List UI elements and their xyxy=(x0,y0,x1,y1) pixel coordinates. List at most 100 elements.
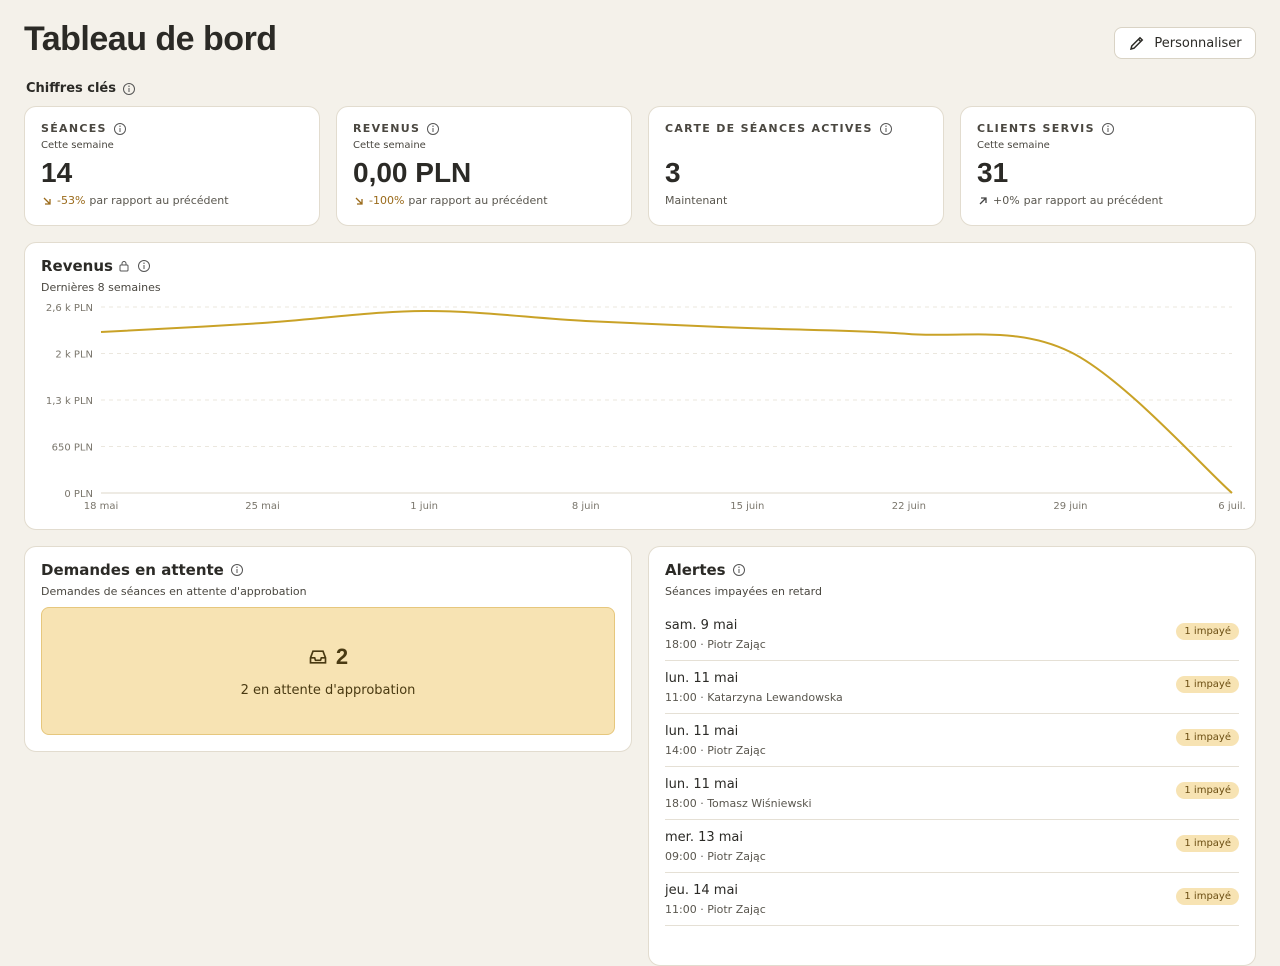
kpi-value: 14 xyxy=(41,157,73,188)
alerts-card: Alertes Séances impayées en retard sam. … xyxy=(648,546,1256,966)
alert-detail: 09:00 · Piotr Zając xyxy=(665,850,766,863)
alert-badge: 1 impayé xyxy=(1176,888,1239,905)
kpi-label-row: SÉANCES xyxy=(41,122,127,136)
alert-detail: 14:00 · Piotr Zając xyxy=(665,744,766,757)
kpi-label-row: REVENUS xyxy=(353,122,440,136)
info-icon[interactable] xyxy=(137,259,151,273)
page: Tableau de bord {"header":{"title":"Tabl… xyxy=(24,20,1256,966)
pencil-icon xyxy=(1130,36,1144,51)
x-tick-label: 1 juin xyxy=(410,501,438,512)
chart-title: Revenus xyxy=(41,257,113,275)
alert-date: mer. 13 mai xyxy=(665,830,743,845)
alert-date: jeu. 14 mai xyxy=(665,883,739,898)
customize-button[interactable]: Personnaliser xyxy=(1114,27,1256,59)
section-title: Chiffres clés xyxy=(26,81,136,96)
kpi-comparison: par rapport au précédent xyxy=(1023,194,1163,207)
kpi-subtitle: Cette semaine xyxy=(977,140,1050,151)
kpi-card: REVENUS Cette semaine 0,00 PLN -100% par rap… xyxy=(336,106,632,226)
kpi-label-row: CARTE DE SÉANCES ACTIVES xyxy=(665,122,893,136)
x-tick-label: 8 juin xyxy=(572,501,600,512)
kpi-change-row: -53% par rapport au précédent xyxy=(41,194,229,207)
kpi-change-row: Maintenant xyxy=(665,194,727,207)
kpi-label: CLIENTS SERVIS xyxy=(977,122,1095,135)
alert-badge: 1 impayé xyxy=(1176,623,1239,640)
alert-row[interactable]: lun. 11 mai 11:00 · Katarzyna Lewandowska… xyxy=(665,661,1239,714)
y-tick-label: 2 k PLN xyxy=(55,350,93,361)
info-icon[interactable] xyxy=(879,122,893,136)
pending-card: Demandes en attente Demandes de séances … xyxy=(24,546,632,752)
kpi-change: -53% xyxy=(57,194,86,207)
alert-row[interactable]: lun. 11 mai 14:00 · Piotr Zając 1 impayé xyxy=(665,714,1239,767)
lock-icon xyxy=(119,261,129,272)
kpi-change-row: -100% par rapport au précédent xyxy=(353,194,548,207)
kpi-change-row: +0% par rapport au précédent xyxy=(977,194,1163,207)
kpi-card: CARTE DE SÉANCES ACTIVES 3 Maintenant xyxy=(648,106,944,226)
alert-detail: 18:00 · Tomasz Wiśniewski xyxy=(665,797,812,810)
revenue-chart: 0 PLN 650 PLN 1,3 k PLN 2 k PLN 2,6 k PLN 18 … xyxy=(46,303,1246,512)
kpi-value: 31 xyxy=(977,157,1009,188)
alert-date: sam. 9 mai xyxy=(665,618,738,633)
pending-count: 2 xyxy=(335,644,349,669)
kpi-change: -100% xyxy=(369,194,405,207)
kpi-card: CLIENTS SERVIS Cette semaine 31 +0% par rapp… xyxy=(960,106,1256,226)
card-title: Alertes xyxy=(665,561,746,579)
alert-badge: 1 impayé xyxy=(1176,782,1239,799)
y-tick-label: 0 PLN xyxy=(64,489,93,500)
info-icon[interactable] xyxy=(732,563,746,577)
trend-arrow xyxy=(43,197,51,205)
info-icon[interactable] xyxy=(113,122,127,136)
y-tick-label: 1,3 k PLN xyxy=(46,396,93,407)
x-tick-label: 15 juin xyxy=(730,501,764,512)
kpi-label: CARTE DE SÉANCES ACTIVES xyxy=(665,122,873,135)
pending-subtitle: Demandes de séances en attente d'approba… xyxy=(41,585,307,598)
alert-row[interactable]: mer. 13 mai 09:00 · Piotr Zając 1 impayé xyxy=(665,820,1239,873)
trend-arrow xyxy=(355,197,363,205)
kpi-subtitle: Cette semaine xyxy=(353,140,426,151)
y-tick-label: 2,6 k PLN xyxy=(46,303,93,314)
x-tick-label: 25 mai xyxy=(245,501,280,512)
kpi-value: 0,00 PLN xyxy=(353,157,472,188)
kpi-subtitle: Cette semaine xyxy=(41,140,114,151)
x-tick-label: 29 juin xyxy=(1053,501,1087,512)
kpi-comparison: par rapport au précédent xyxy=(89,194,229,207)
pending-text: 2 en attente d'approbation xyxy=(240,683,416,698)
revenue-line xyxy=(100,310,1233,494)
pending-box[interactable]: 2 2 en attente d'approbation xyxy=(41,607,615,735)
info-icon[interactable] xyxy=(122,82,136,96)
button-label: Personnaliser xyxy=(1154,35,1242,51)
card-title: Demandes en attente xyxy=(41,561,244,579)
kpi-card: SÉANCES Cette semaine 14 -53% par rapport au… xyxy=(24,106,320,226)
body: Tableau de bord Personnaliser Chiffres c… xyxy=(24,20,1256,966)
kpi-value: 3 xyxy=(665,157,681,188)
x-tick-label: 22 juin xyxy=(892,501,926,512)
page-title: Tableau de bord xyxy=(24,20,277,58)
kpi-comparison: par rapport au précédent xyxy=(408,194,548,207)
kpi-note: Maintenant xyxy=(665,194,728,207)
alert-badge: 1 impayé xyxy=(1176,729,1239,746)
info-icon[interactable] xyxy=(426,122,440,136)
alert-detail: 18:00 · Piotr Zając xyxy=(665,638,766,651)
chart-subtitle: Dernières 8 semaines xyxy=(41,281,161,294)
pending-title: Demandes en attente xyxy=(41,561,224,579)
alert-row[interactable]: lun. 11 mai 18:00 · Tomasz Wiśniewski 1 im… xyxy=(665,767,1239,820)
revenue-card: Revenus Dernières 8 semaines xyxy=(24,242,1256,530)
info-icon[interactable] xyxy=(1101,122,1115,136)
alert-date: lun. 11 mai xyxy=(665,777,739,792)
info-icon[interactable] xyxy=(230,563,244,577)
alerts-title: Alertes xyxy=(665,561,726,579)
kpi-label: SÉANCES xyxy=(41,122,107,135)
alert-badge: 1 impayé xyxy=(1176,676,1239,693)
alert-row[interactable]: sam. 9 mai 18:00 · Piotr Zając 1 impayé xyxy=(665,608,1239,661)
trend-arrow xyxy=(979,196,987,204)
section-label: Chiffres clés xyxy=(26,81,116,96)
inbox-icon xyxy=(309,650,327,664)
x-tick-label: 6 juil. xyxy=(1218,501,1245,512)
kpi-label: REVENUS xyxy=(353,122,421,135)
alert-detail: 11:00 · Piotr Zając xyxy=(665,903,766,916)
alert-date: lun. 11 mai xyxy=(665,724,739,739)
alerts-subtitle: Séances impayées en retard xyxy=(665,585,822,598)
x-tick-label: 18 mai xyxy=(84,501,119,512)
kpi-change: +0% xyxy=(993,194,1020,207)
alert-badge: 1 impayé xyxy=(1176,835,1239,852)
card-title: Revenus xyxy=(41,257,151,275)
